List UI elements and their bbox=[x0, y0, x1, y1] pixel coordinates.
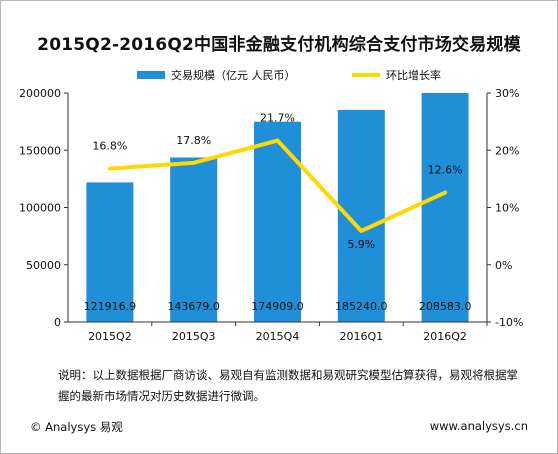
line-value-label: 16.8% bbox=[92, 140, 127, 153]
x-axis-tick-label: 2016Q1 bbox=[339, 330, 383, 343]
x-axis-tick-label: 2015Q2 bbox=[88, 330, 132, 343]
left-axis-tick-label: 150000 bbox=[19, 144, 61, 157]
line-value-label: 12.6% bbox=[428, 164, 463, 177]
right-axis-tick-label: 20% bbox=[495, 144, 519, 157]
bar-value-label: 185240.0 bbox=[335, 300, 388, 313]
bar-value-label: 143679.0 bbox=[167, 300, 220, 313]
bar bbox=[86, 182, 134, 322]
left-axis-tick-label: 0 bbox=[54, 316, 61, 329]
left-axis-tick-label: 50000 bbox=[26, 259, 61, 272]
line-series bbox=[107, 138, 448, 233]
left-axis-tick-label: 100000 bbox=[19, 202, 61, 215]
right-axis-tick-label: 30% bbox=[495, 87, 519, 100]
legend-label-bar: 交易规模（亿元 人民币） bbox=[171, 68, 296, 82]
data-labels: 121916.9 143679.0 174909.0 185240.0 208583.0… bbox=[84, 112, 472, 313]
website-url: www.analysys.cn bbox=[429, 419, 528, 433]
line-value-label: 21.7% bbox=[260, 112, 295, 125]
source-credit: © Analysys 易观 bbox=[30, 420, 123, 434]
bar-value-label: 121916.9 bbox=[84, 300, 137, 313]
bar bbox=[170, 157, 218, 322]
x-axis-tick-label: 2015Q3 bbox=[172, 330, 216, 343]
x-axis-tick-label: 2015Q4 bbox=[256, 330, 300, 343]
bar bbox=[254, 121, 301, 323]
legend-label-line: 环比增长率 bbox=[386, 68, 441, 82]
legend-swatch-bar bbox=[137, 71, 165, 79]
chart-title: 2015Q2-2016Q2中国非金融支付机构综合支付市场交易规模 bbox=[37, 35, 521, 55]
bar-series bbox=[86, 93, 469, 323]
left-axis-tick-label: 200000 bbox=[19, 87, 61, 100]
x-axis-tick-label: 2016Q2 bbox=[423, 330, 467, 343]
right-axis-tick-label: 10% bbox=[495, 202, 519, 215]
right-axis-tick-label: 0% bbox=[495, 259, 512, 272]
bar-value-label: 174909.0 bbox=[251, 300, 304, 313]
bar-value-label: 208583.0 bbox=[419, 300, 472, 313]
chart-legend: 交易规模（亿元 人民币） 环比增长率 bbox=[137, 68, 441, 82]
line-value-label: 17.8% bbox=[176, 134, 211, 147]
bar bbox=[421, 93, 469, 322]
right-axis-tick-label: -10% bbox=[495, 316, 523, 329]
footnote: 说明：以上数据根据厂商访谈、易观自有监测数据和易观研究模型估算获得，易观将根据掌… bbox=[58, 368, 518, 403]
axes: 0 50000 100000 150000 200000 -10% 0% 10% 20% 30% 2… bbox=[19, 87, 523, 343]
line-value-label: 5.9% bbox=[347, 238, 375, 251]
